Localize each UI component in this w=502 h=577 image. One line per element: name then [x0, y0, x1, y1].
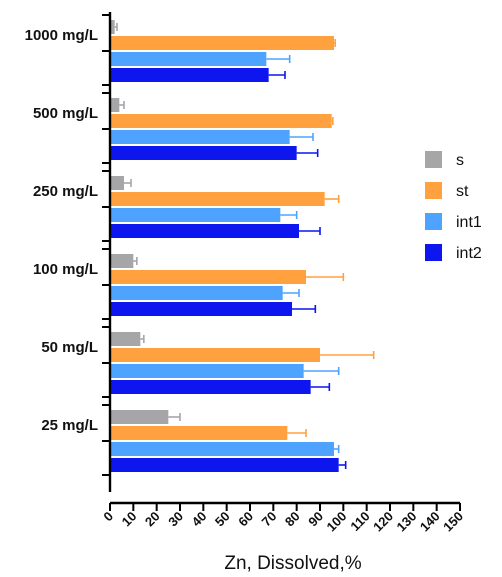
legend: s st int1 int2: [425, 151, 482, 262]
bar-s-2: [110, 176, 124, 190]
bar-st-0: [110, 36, 334, 50]
bar-int2-3: [110, 302, 292, 316]
x-tick-label-12: 120: [370, 509, 396, 535]
x-tick-label-0: 0: [100, 509, 116, 525]
x-axis-title: Zn, Dissolved,%: [224, 553, 361, 574]
category-label-4: 50 mg/L: [41, 339, 98, 356]
bar-int2-2: [110, 224, 299, 238]
category-label-0: 1000 mg/L: [25, 27, 98, 44]
x-tick-label-10: 100: [324, 509, 350, 535]
bar-st-5: [110, 426, 288, 440]
x-tick-label-4: 40: [189, 509, 210, 530]
x-tick-label-8: 80: [282, 509, 303, 530]
bar-int1-2: [110, 208, 281, 222]
bar-int1-3: [110, 286, 283, 300]
category-labels: 1000 mg/L 500 mg/L 250 mg/L 100 mg/L 50 mg/L…: [25, 27, 98, 434]
legend-swatch-int1: [425, 213, 442, 230]
bar-int1-1: [110, 130, 290, 144]
bar-int2-0: [110, 68, 269, 82]
x-tick-label-15: 150: [440, 509, 466, 535]
bar-int1-4: [110, 364, 304, 378]
x-tick-label-5: 50: [212, 509, 233, 530]
bar-s-0: [110, 20, 115, 34]
bar-st-2: [110, 192, 325, 206]
bar-st-1: [110, 114, 332, 128]
axes-layer: [102, 12, 461, 511]
legend-label-st: st: [456, 183, 469, 200]
bar-int2-4: [110, 380, 311, 394]
legend-swatch-s: [425, 151, 442, 168]
category-label-1: 500 mg/L: [33, 105, 98, 122]
x-tick-label-7: 70: [259, 509, 280, 530]
x-tick-label-3: 30: [165, 509, 186, 530]
x-tick-label-13: 130: [394, 509, 420, 535]
x-tick-label-2: 20: [142, 509, 163, 530]
bar-int2-5: [110, 458, 339, 472]
bar-s-4: [110, 332, 141, 346]
bar-s-3: [110, 254, 134, 268]
category-label-3: 100 mg/L: [33, 261, 98, 278]
bar-int2-1: [110, 146, 297, 160]
legend-label-int2: int2: [456, 245, 482, 262]
legend-swatch-st: [425, 182, 442, 199]
bars-layer: [110, 20, 375, 472]
x-tick-label-11: 110: [347, 509, 372, 534]
legend-label-s: s: [456, 152, 464, 169]
x-tick-label-6: 60: [235, 509, 256, 530]
category-label-5: 25 mg/L: [41, 417, 98, 434]
bar-s-1: [110, 98, 120, 112]
legend-label-int1: int1: [456, 214, 482, 231]
bar-s-5: [110, 410, 169, 424]
category-label-2: 250 mg/L: [33, 183, 98, 200]
bar-int1-5: [110, 442, 334, 456]
bar-st-3: [110, 270, 306, 284]
x-tick-label-9: 90: [305, 509, 326, 530]
legend-swatch-int2: [425, 244, 442, 261]
bar-st-4: [110, 348, 320, 362]
x-tick-label-1: 10: [119, 509, 140, 530]
bar-int1-0: [110, 52, 267, 66]
x-tick-label-14: 140: [417, 509, 443, 535]
